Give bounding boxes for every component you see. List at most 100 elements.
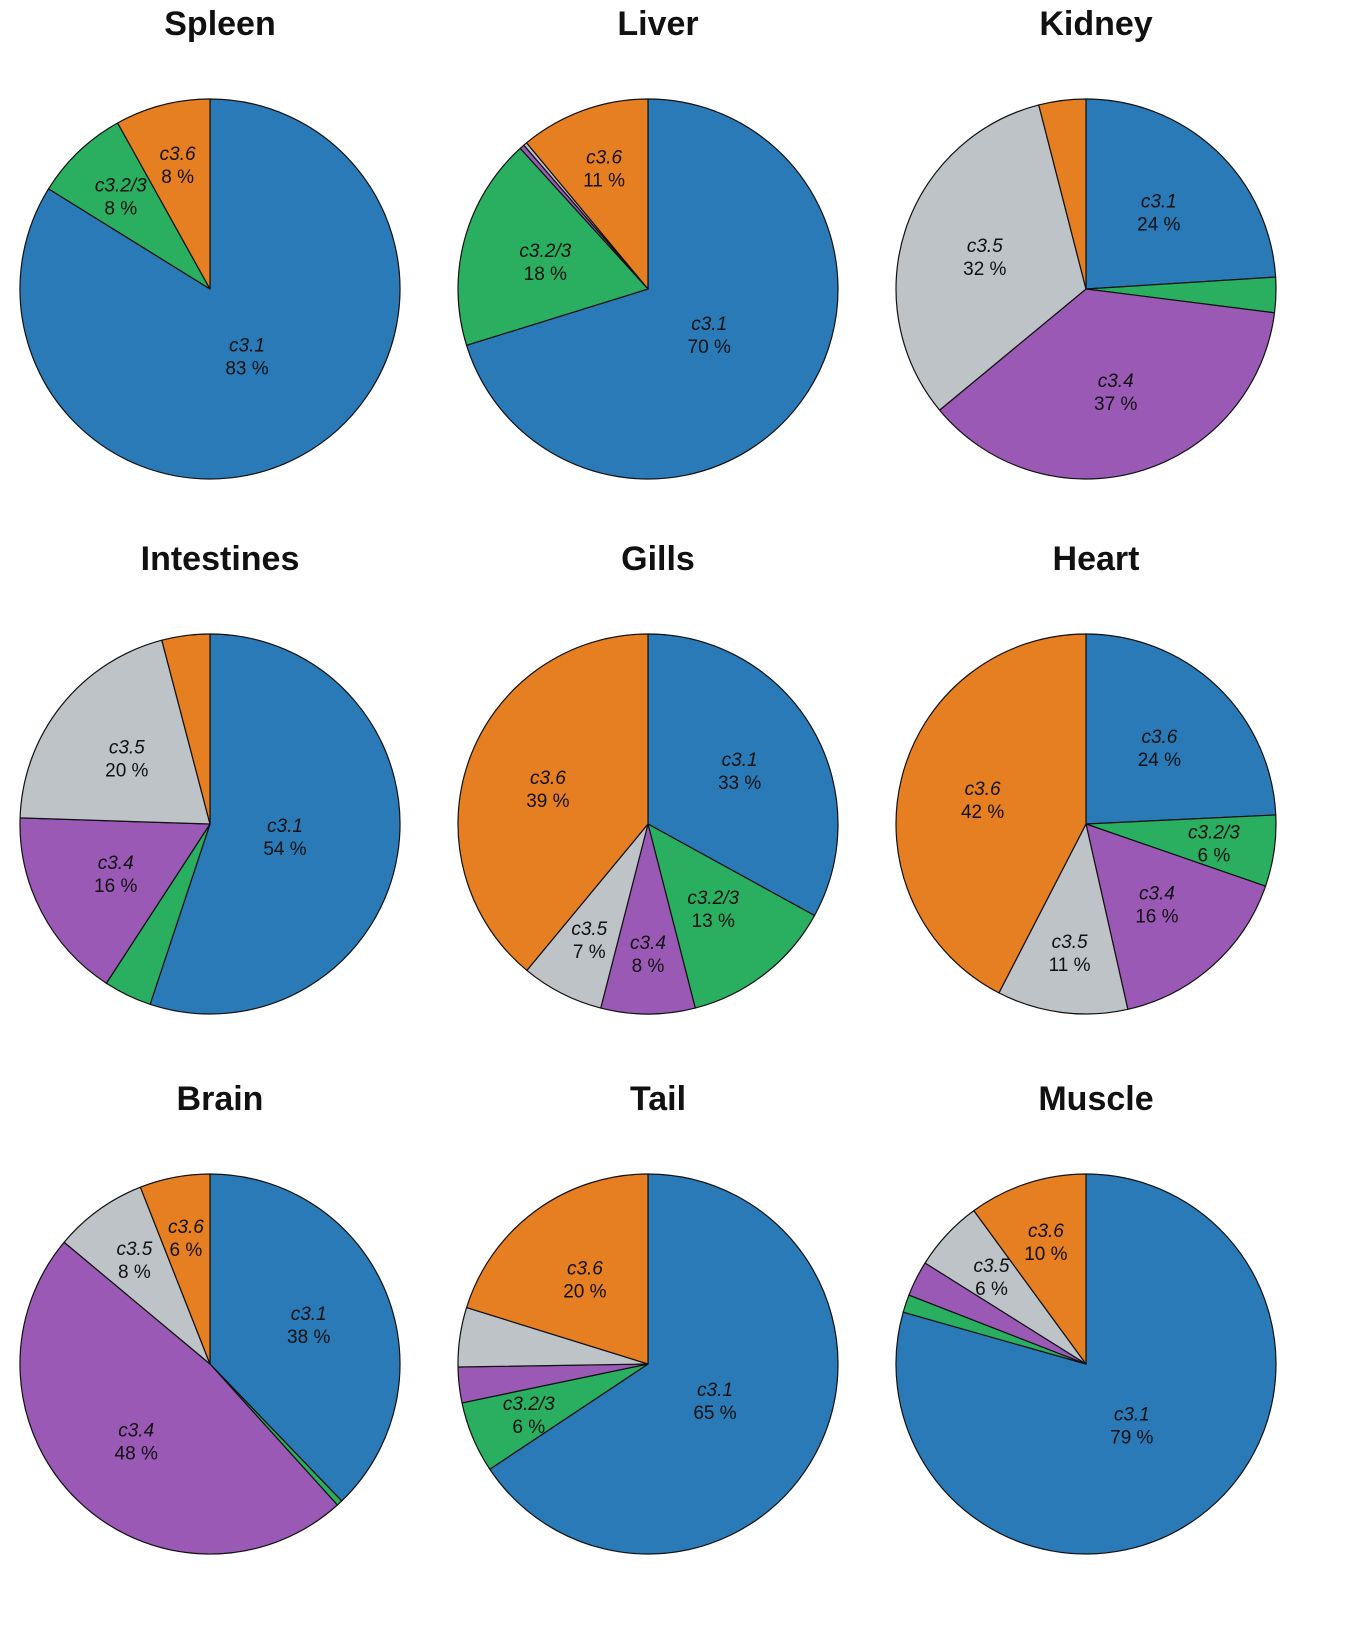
slice-name-label: c3.1 [1114, 1405, 1150, 1426]
slice-percent-label: 33 % [718, 773, 761, 794]
slice-data-label: c3.610 % [1024, 1221, 1067, 1265]
slice-percent-label: 79 % [1110, 1428, 1153, 1449]
pie-panel-intestines: Intestines c3.1 54 % c3.4 16 % c3.5 20 % [0, 535, 440, 1095]
slice-data-label: c3.642 % [961, 779, 1004, 823]
slice-name-label: c3.6 [567, 1258, 603, 1279]
pie-slice-c3-5 [19, 639, 211, 825]
pie-panel-spleen: Spleen c3.1 83 % c3.2/3 8 % c3.6 8 % [0, 0, 440, 560]
slice-percent-label: 6 % [512, 1417, 545, 1438]
slice-percent-label: 10 % [1024, 1244, 1067, 1265]
slice-data-label: c3.2/38 % [95, 176, 147, 220]
slice-percent-label: 54 % [263, 839, 306, 860]
slice-name-label: c3.4 [118, 1421, 154, 1442]
slice-data-label: c3.58 % [116, 1239, 152, 1283]
slice-percent-label: 16 % [1135, 906, 1178, 927]
slice-name-label: c3.2/3 [503, 1394, 555, 1415]
slice-name-label: c3.1 [722, 750, 758, 771]
slice-name-label: c3.5 [109, 738, 145, 759]
pie-slice-c3-6 [525, 98, 649, 290]
slice-name-label: c3.5 [974, 1256, 1010, 1277]
pie-slice-c3-4 [19, 817, 211, 984]
slice-name-label: c3.4 [630, 933, 666, 954]
slice-percent-label: 6 % [975, 1279, 1008, 1300]
slice-percent-label: 16 % [94, 876, 137, 897]
slice-data-label: c3.639 % [526, 768, 569, 812]
pie-slice-c3-6 [1038, 98, 1087, 290]
slice-name-label: c3.2/3 [95, 176, 147, 197]
slice-percent-label: 8 % [161, 167, 194, 188]
pie-title: Kidney [1039, 5, 1153, 43]
slice-name-label: c3.1 [229, 335, 265, 356]
slice-name-label: c3.4 [98, 853, 134, 874]
slice-data-label: c3.511 % [1049, 932, 1091, 976]
slice-data-label: c3.68 % [160, 144, 196, 188]
slice-name-label: c3.6 [965, 779, 1001, 800]
pie-slice-c3-1 [1085, 98, 1277, 290]
slice-percent-label: 8 % [118, 1262, 151, 1283]
slice-name-label: c3.5 [1052, 932, 1088, 953]
slice-percent-label: 24 % [1138, 750, 1181, 771]
slice-percent-label: 13 % [692, 911, 735, 932]
slice-percent-label: 11 % [583, 171, 625, 192]
pie-slice-c3-4 [600, 823, 696, 1015]
pie-chart: c3.165 % c3.2/36 % c3.620 % [457, 1173, 839, 1555]
slice-name-label: c3.2/3 [687, 888, 739, 909]
pie-title: Muscle [1038, 1080, 1154, 1118]
slice-data-label: c3.416 % [94, 853, 137, 897]
slice-percent-label: 20 % [563, 1281, 606, 1302]
slice-data-label: c3.124 % [1137, 191, 1180, 235]
pie-slice-c3-6 [161, 633, 211, 825]
pie-panel-gills: Gills c3.1 33 % c3.2/3 13 % c3.4 8 % c3.5 7 % c3.… [438, 535, 878, 1095]
pie-slice-c3-6 [895, 633, 1087, 994]
slice-percent-label: 37 % [1094, 394, 1137, 415]
slice-percent-label: 11 % [1049, 955, 1091, 976]
slice-data-label: c3.165 % [693, 1380, 736, 1424]
pie-slice-c3-4 [19, 1241, 338, 1555]
slice-name-label: c3.6 [168, 1217, 204, 1238]
slice-data-label: c3.437 % [1094, 371, 1137, 415]
pie-slice-c3-1 [647, 633, 839, 917]
slice-name-label: c3.5 [116, 1239, 152, 1260]
slice-percent-label: 48 % [115, 1444, 158, 1465]
pie-chart: c3.124 % c3.437 % c3.532 % [895, 98, 1277, 480]
slice-data-label: c3.520 % [105, 738, 148, 782]
pie-panel-heart: Heart c3.6 24 % c3.2/3 6 % c3.4 16 % c3.5 11 % c3… [876, 535, 1316, 1095]
slice-data-label: c3.416 % [1135, 883, 1178, 927]
pie-title: Heart [1052, 540, 1140, 578]
slice-name-label: c3.1 [267, 816, 303, 837]
pie-panel-brain: Brain c3.1 38 % c3.4 48 % c3.5 8 % c3.6 6 % [0, 1075, 440, 1635]
slice-data-label: c3.138 % [287, 1304, 330, 1348]
pie-slice-c3-6 [139, 1173, 211, 1365]
slice-name-label: c3.6 [1141, 727, 1177, 748]
pie-slice-c3-6 [973, 1173, 1087, 1365]
pie-slice-c3-6 [457, 633, 649, 971]
slice-percent-label: 38 % [287, 1327, 330, 1348]
slice-data-label: c3.179 % [1110, 1405, 1153, 1449]
slice-percent-label: 6 % [170, 1240, 203, 1261]
pie-slice-c3-5 [895, 104, 1087, 411]
slice-percent-label: 7 % [573, 942, 606, 963]
slice-data-label: c3.2/36 % [503, 1394, 555, 1438]
pie-panel-liver: Liver c3.1 70 % c3.2/3 18 % c3.6 11 % [438, 0, 878, 560]
pie-chart: c3.133 % c3.2/313 % c3.48 % c3.57 % c3.639 % [457, 633, 839, 1015]
slice-name-label: c3.6 [160, 144, 196, 165]
slice-data-label: c3.620 % [563, 1258, 606, 1302]
slice-data-label: c3.2/318 % [519, 241, 571, 285]
pie-slice-c3-2-3 [647, 823, 816, 1009]
pie-chart: c3.170 % c3.2/318 % c3.611 % [457, 98, 839, 480]
pie-title: Brain [176, 1080, 264, 1118]
pie-slice-c3-6 [117, 98, 211, 290]
slice-percent-label: 8 % [632, 956, 665, 977]
slice-data-label: c3.2/36 % [1188, 822, 1240, 866]
pie-chart: c3.138 % c3.448 % c3.58 % c3.66 % [19, 1173, 401, 1555]
pie-title: Intestines [140, 540, 300, 578]
slice-data-label: c3.448 % [115, 1421, 158, 1465]
slice-name-label: c3.1 [1141, 191, 1177, 212]
slice-name-label: c3.6 [586, 148, 622, 169]
slice-percent-label: 8 % [104, 199, 137, 220]
slice-name-label: c3.1 [697, 1380, 733, 1401]
slice-data-label: c3.66 % [168, 1217, 204, 1261]
slice-percent-label: 20 % [105, 761, 148, 782]
slice-percent-label: 39 % [526, 791, 569, 812]
pie-slice-c3-4 [1085, 823, 1267, 1010]
